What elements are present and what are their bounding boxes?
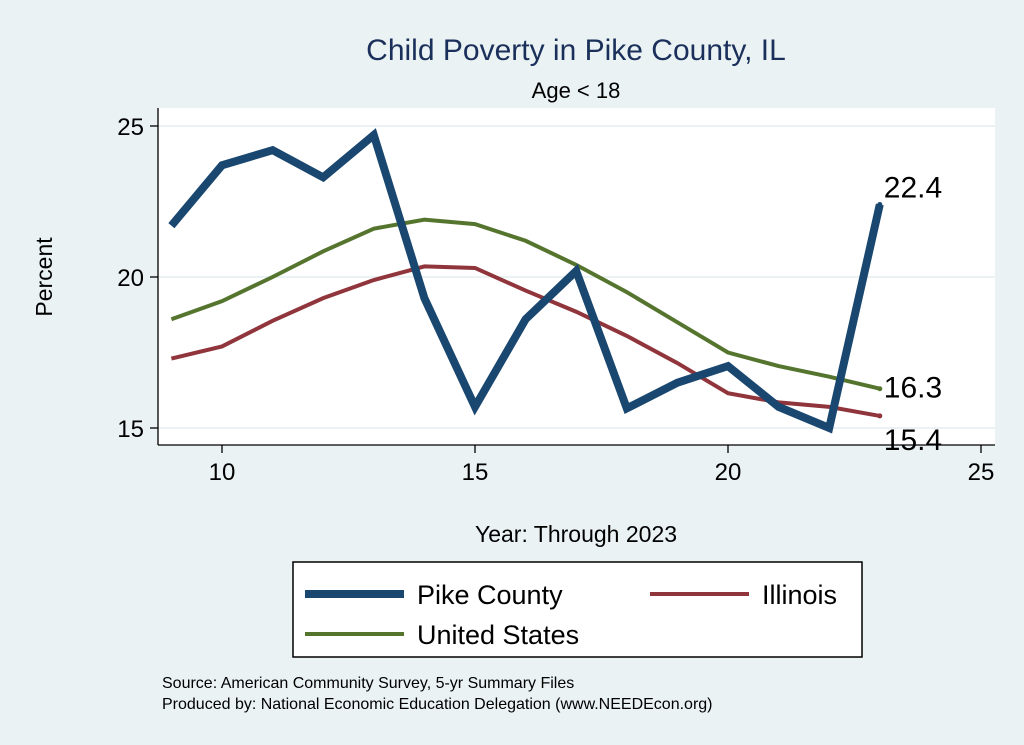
data-label: 16.3: [884, 372, 942, 405]
y-axis-label: Percent: [31, 237, 57, 317]
x-tick-label: 15: [462, 459, 489, 486]
y-tick-label: 20: [117, 265, 144, 292]
end-point-marker: [877, 386, 883, 392]
source-note: Source: American Community Survey, 5-yr …: [162, 675, 574, 692]
x-tick-label: 10: [209, 459, 236, 486]
y-tick-label: 25: [117, 114, 144, 141]
data-label: 15.4: [884, 424, 942, 457]
x-axis-label: Year: Through 2023: [475, 521, 677, 547]
series-line-pike-county: [168, 128, 884, 434]
data-label: 22.4: [884, 172, 942, 205]
x-tick-label: 20: [715, 459, 742, 486]
end-point-marker: [877, 413, 883, 419]
legend-label: United States: [417, 620, 579, 650]
producer-note: Produced by: National Economic Education…: [162, 696, 713, 713]
series-line-united-states: [170, 217, 881, 391]
legend-label: Pike County: [417, 580, 563, 610]
legend: Pike County Illinois United States: [292, 561, 863, 658]
chart-title: Child Poverty in Pike County, IL: [366, 34, 786, 67]
end-point-marker: [877, 202, 883, 208]
legend-box: [292, 561, 863, 658]
legend-label: Illinois: [762, 580, 837, 610]
y-tick-label: 15: [117, 416, 144, 443]
x-tick-label: 25: [968, 459, 995, 486]
series-line-illinois: [170, 264, 881, 418]
chart-subtitle: Age < 18: [532, 78, 621, 103]
